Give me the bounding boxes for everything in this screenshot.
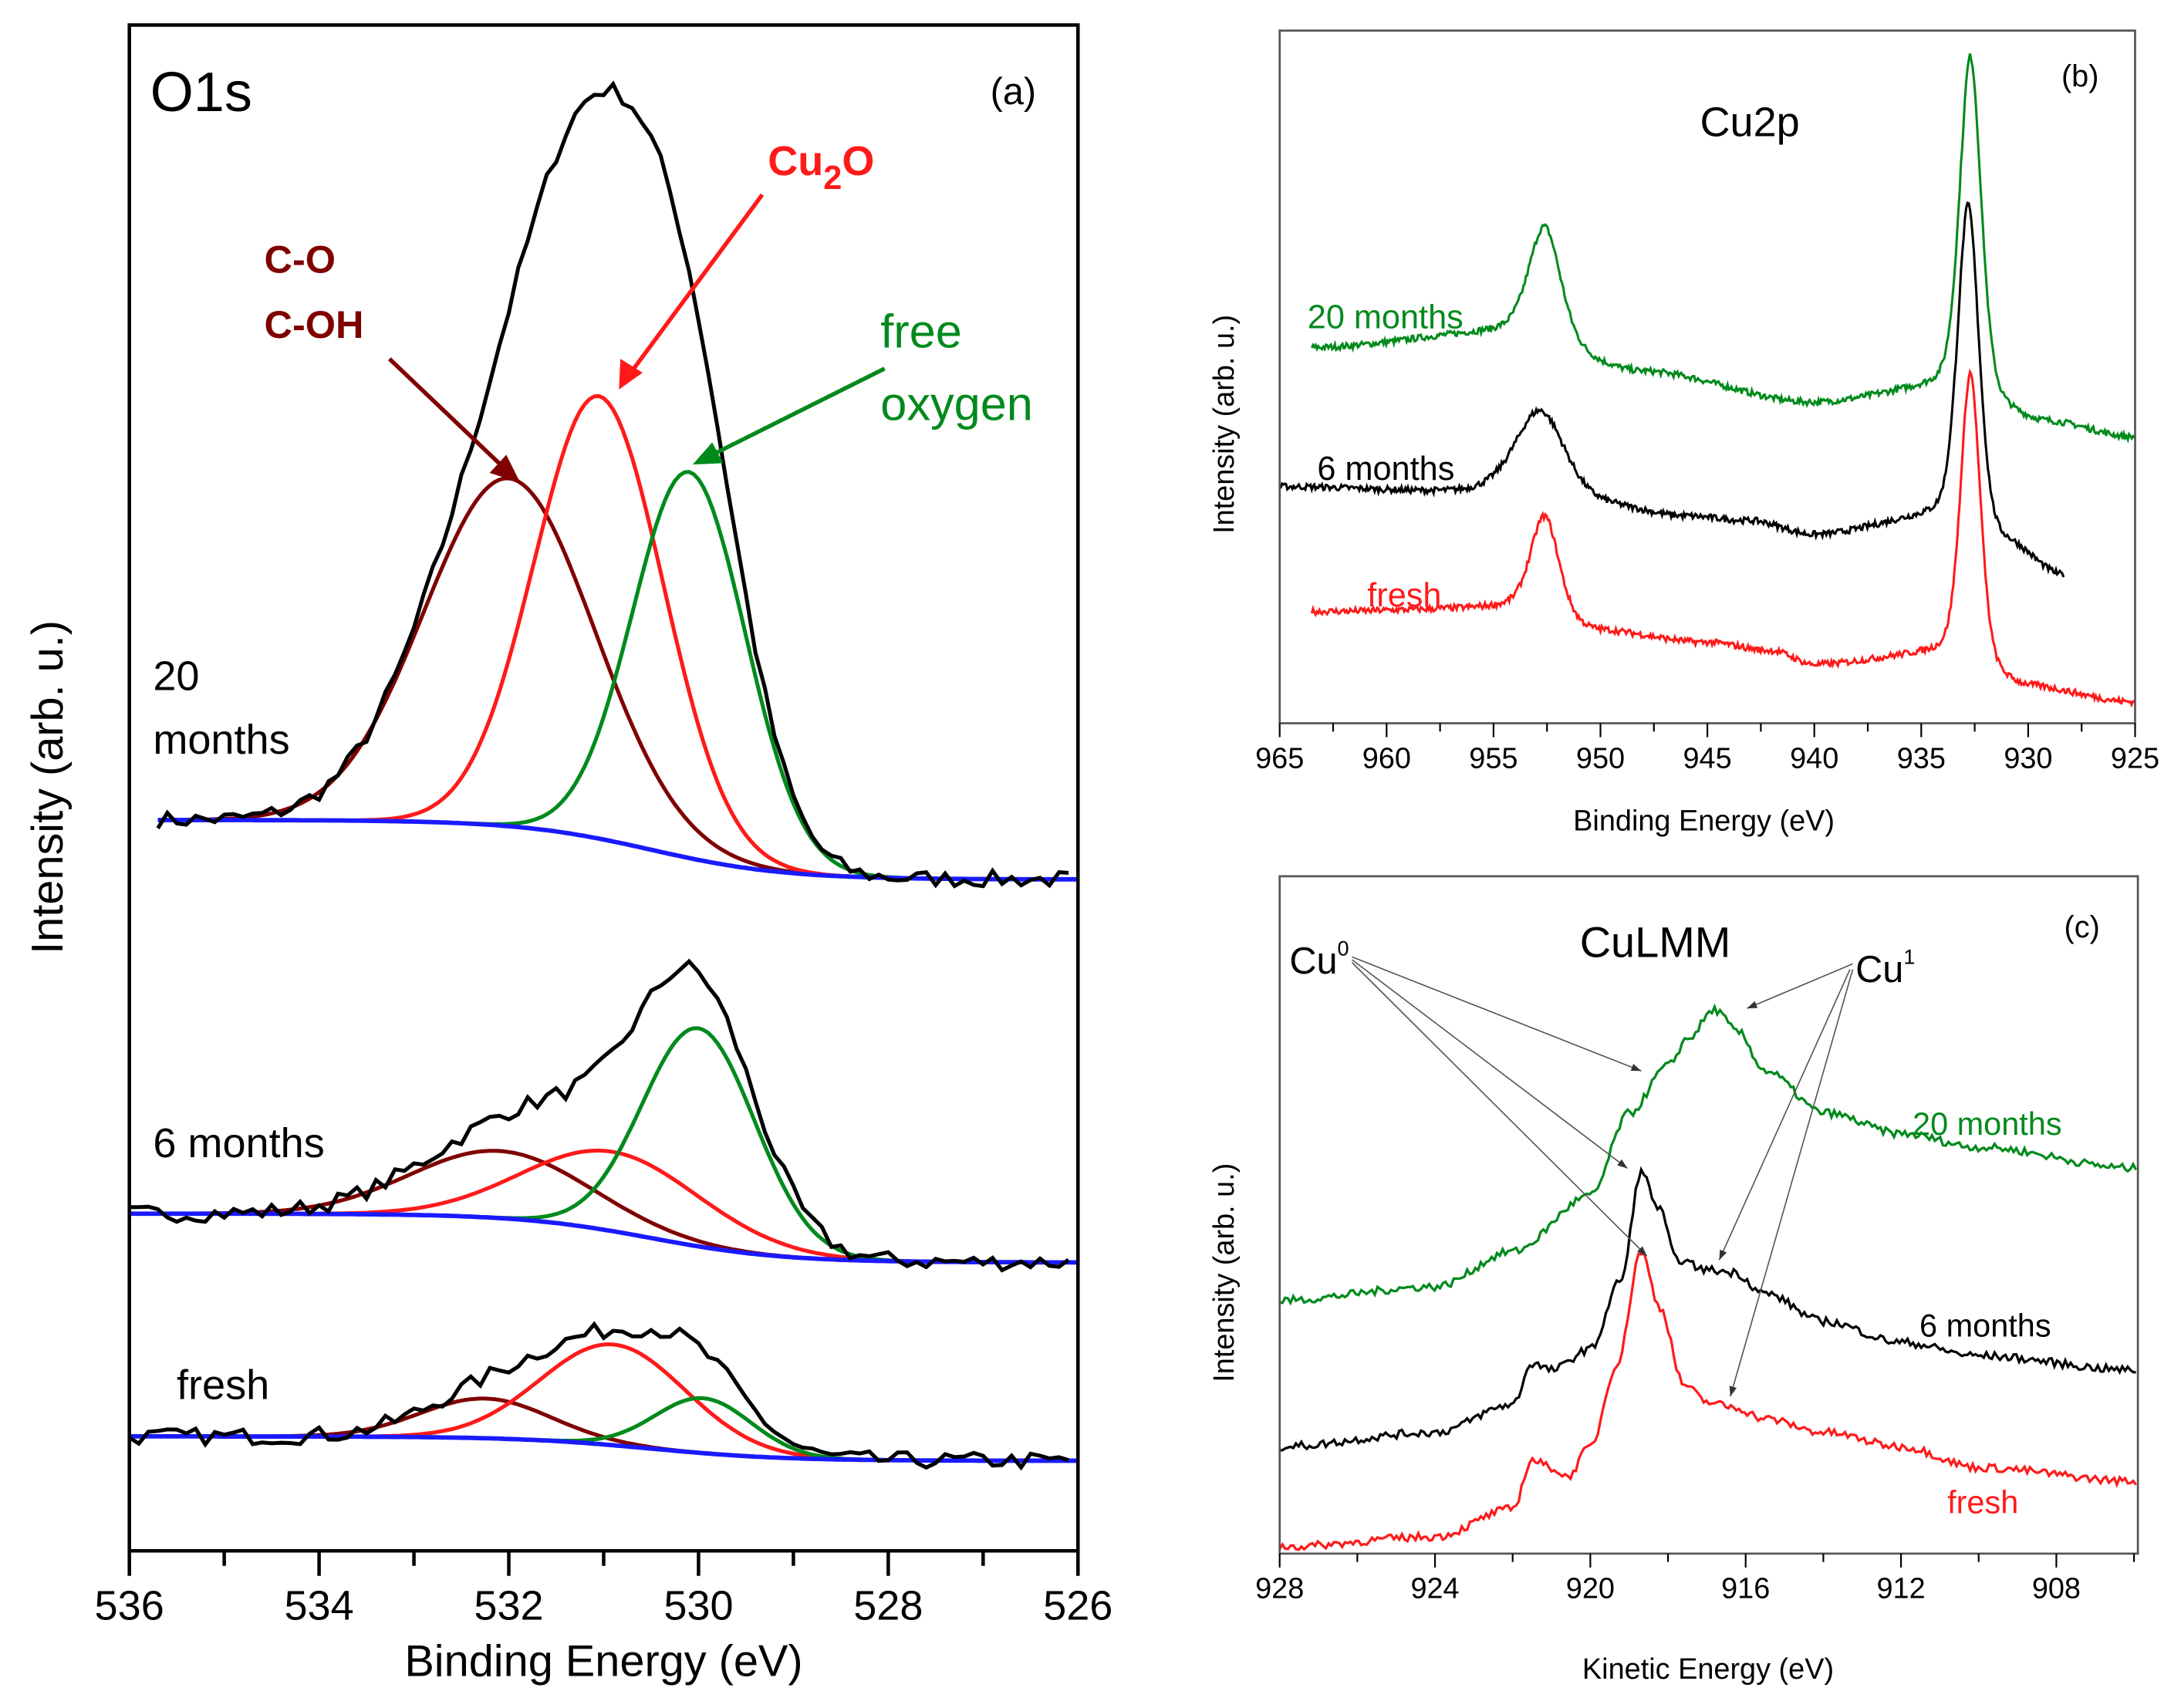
panel-a-x-tick-label: 536 (95, 1583, 164, 1629)
arrow-cu1-6months (1718, 969, 1851, 1261)
panel-b-series-fresh (1310, 368, 2135, 708)
panel-a-fresh-component-0 (129, 1396, 1079, 1463)
panel-c-x-ticks: 928 924 920 916 912 908 (1255, 1553, 2135, 1605)
panel-a-x-tick-label: 528 (853, 1583, 923, 1629)
arrow-co (387, 357, 508, 472)
label-c-fresh: fresh (1947, 1484, 2018, 1521)
label-b-20months: 20 months (1308, 299, 1464, 336)
panel-b-x-ticks: 965 960 955 950 945 940 935 930 925 (1255, 723, 2159, 775)
panel-c-title: CuLMM (1580, 917, 1731, 966)
panel-a-fresh-background (129, 1434, 1079, 1463)
panel-a-20months-background (157, 818, 1079, 882)
panel-b-title: Cu2p (1700, 100, 1799, 146)
panel-b-xlabel: Binding Energy (eV) (1573, 805, 1835, 837)
panel-b-ylabel: Intensity (arb. u.) (1208, 315, 1241, 534)
panel-a-label: (a) (991, 71, 1036, 113)
arrow-cu1-fresh (1729, 969, 1854, 1397)
panel-b-x-tick-label: 930 (2004, 742, 2052, 775)
panel-c-x-tick-label: 912 (1876, 1573, 1925, 1605)
panel-c-frame (1278, 875, 2139, 1555)
panel-a-fresh-envelope (128, 1321, 1069, 1471)
panel-c-series-6months (1279, 1166, 2136, 1452)
panel-c-label: (c) (2065, 910, 2100, 944)
panel-c-x-tick-label: 924 (1410, 1573, 1459, 1605)
panel-b-x-tick-label: 965 (1255, 742, 1304, 775)
panel-a-arrows (387, 193, 886, 483)
label-b-fresh: fresh (1367, 577, 1441, 614)
arrow-free-oxygen (708, 366, 886, 458)
panel-c-x-tick-label: 928 (1255, 1573, 1304, 1605)
panel-b-x-tick-label: 945 (1683, 742, 1732, 775)
arrow-cu2o (626, 193, 765, 377)
panel-c-culmm: 928 924 920 916 912 908 CuLMM (c) Kinetic Ene… (1208, 875, 2139, 1686)
label-a-6months: 6 months (153, 1120, 324, 1166)
annotation-coh: C-OH (265, 302, 364, 346)
arrow-cu1-20months (1747, 963, 1853, 1009)
panel-c-x-tick-label: 916 (1721, 1573, 1770, 1605)
label-a-20months-2: months (153, 717, 289, 763)
panel-b-x-tick-label: 935 (1897, 742, 1946, 775)
label-b-6months: 6 months (1317, 451, 1454, 488)
panel-b-series-20months (1310, 53, 2135, 444)
arrow-co-head (489, 454, 521, 483)
panel-b-cu2p: 965 960 955 950 945 940 935 930 925 Cu2p (b) Bin… (1208, 29, 2159, 837)
arrow-free-oxygen-head (692, 442, 724, 465)
annotation-co: C-O (265, 237, 336, 281)
panel-c-x-tick-label: 920 (1566, 1573, 1615, 1605)
panel-a-20months-envelope (156, 80, 1069, 889)
panel-a-x-tick-label: 526 (1043, 1583, 1112, 1629)
panel-c-curves (1278, 1003, 2138, 1551)
annotation-free: free (880, 305, 962, 358)
panel-b-x-tick-label: 950 (1576, 742, 1625, 775)
panel-b-x-tick-label: 955 (1469, 742, 1518, 775)
panel-b-series-6months (1278, 201, 2065, 578)
panel-b-curves (1278, 53, 2135, 708)
panel-b-x-tick-label: 940 (1790, 742, 1838, 775)
label-c-6months: 6 months (1919, 1308, 2051, 1344)
arrow-cu0-20months (1352, 956, 1642, 1072)
arrow-cu0-fresh (1351, 962, 1648, 1257)
annotation-cu2o: Cu2O (768, 138, 874, 197)
panel-c-arrows (1351, 956, 1854, 1397)
panel-a-x-tick-label: 534 (284, 1583, 353, 1629)
arrow-cu2o-head (619, 359, 643, 390)
panel-a-x-ticks: 536 534 532 530 528 526 (95, 1551, 1112, 1629)
panel-a-6months-envelope (129, 958, 1070, 1273)
panel-a-o1s: 536 534 532 530 528 526 O1s (a) Binding Energ… (23, 23, 1112, 1686)
arrow-cu0-6months (1351, 959, 1628, 1170)
panel-a-x-tick-label: 530 (663, 1583, 733, 1629)
panel-a-x-tick-label: 532 (474, 1583, 543, 1629)
panel-a-curves (128, 80, 1079, 1471)
panel-a-6months-background (129, 1211, 1079, 1265)
panel-c-xlabel: Kinetic Energy (eV) (1582, 1653, 1834, 1686)
panel-a-xlabel: Binding Energy (eV) (404, 1637, 802, 1686)
panel-c-x-tick-label: 908 (2032, 1573, 2081, 1605)
panel-a-fresh-component-2 (129, 1396, 1079, 1463)
panel-c-series-20months (1279, 1003, 2138, 1306)
panel-b-x-tick-label: 925 (2111, 742, 2159, 775)
annotation-oxygen: oxygen (880, 377, 1033, 430)
panel-b-x-tick-label: 960 (1362, 742, 1411, 775)
label-a-20months-1: 20 (153, 653, 199, 699)
panel-a-ylabel: Intensity (arb. u.) (23, 620, 73, 954)
label-a-fresh: fresh (177, 1362, 269, 1409)
panel-c-ylabel: Intensity (arb. u.) (1208, 1163, 1241, 1382)
annotation-cu0: Cu0 (1289, 937, 1349, 982)
label-c-20months: 20 months (1913, 1105, 2062, 1142)
panel-a-title: O1s (150, 62, 252, 123)
panel-b-label: (b) (2061, 59, 2098, 93)
panel-c-series-fresh (1278, 1251, 2137, 1551)
annotation-cu1: Cu1 (1855, 945, 1915, 990)
